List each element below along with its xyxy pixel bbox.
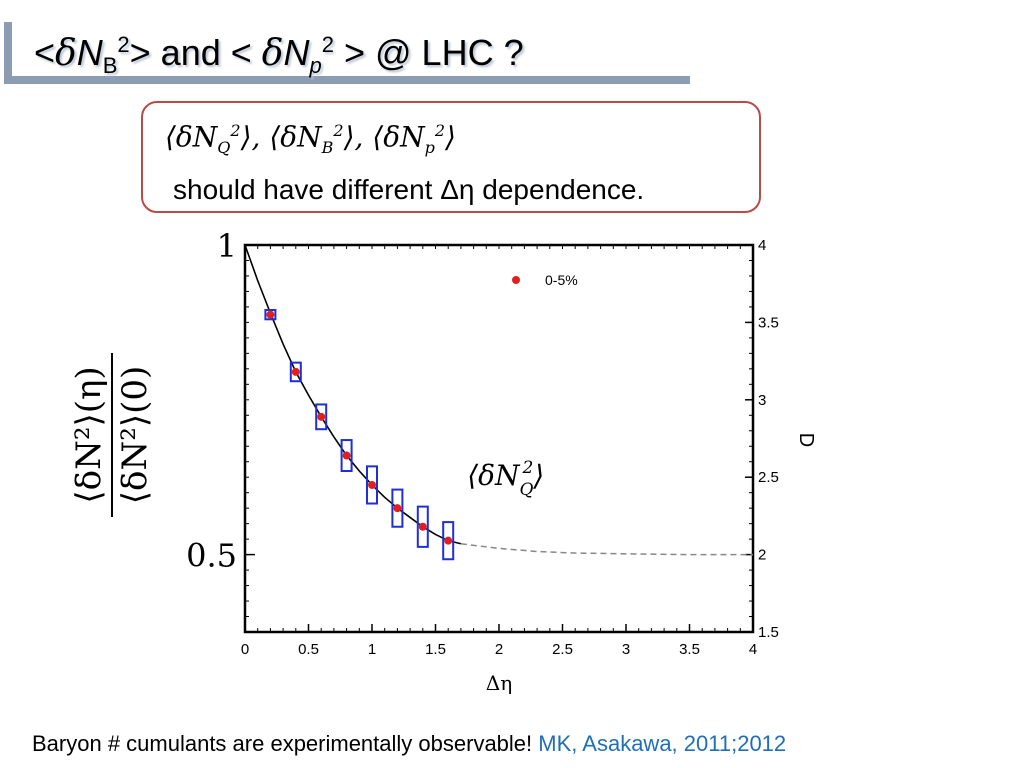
- math-part: Q: [217, 137, 231, 157]
- data-points: [264, 309, 455, 561]
- left-y-axis: 0.51: [186, 227, 255, 575]
- x-tick-label: 1: [368, 641, 376, 658]
- left-label-denominator: ⟨δN²⟩(0): [115, 366, 155, 505]
- fit-curves: [244, 244, 753, 556]
- y-right-tick-label: 4: [758, 237, 766, 254]
- error-box: [391, 488, 404, 528]
- math-part: ⟨δN: [165, 120, 218, 154]
- title-part: 2: [117, 32, 130, 57]
- annotation-text: ⟨δNQ2⟩: [467, 458, 544, 500]
- x-tick-label: 0: [241, 641, 249, 658]
- left-label-numerator: ⟨δN²⟩(η): [69, 366, 109, 503]
- x-tick-label: 3.5: [679, 641, 700, 658]
- error-box: [442, 521, 455, 561]
- data-point: [291, 367, 300, 376]
- left-y-axis-label: ⟨δN²⟩(η) ⟨δN²⟩(0): [69, 353, 155, 517]
- legend-marker: [512, 276, 520, 284]
- annotation-base: ⟨δN: [467, 459, 521, 492]
- y-right-tick-label: 1.5: [758, 624, 779, 641]
- math-part: p: [424, 137, 435, 157]
- x-axis-label: Δη: [486, 671, 512, 695]
- title-part: 2: [321, 32, 334, 57]
- math-part: 2: [434, 121, 446, 140]
- title-part: N: [76, 32, 103, 73]
- callout-math: ⟨δNQ2⟩, ⟨δNB2⟩, ⟨δNp2⟩: [165, 111, 456, 168]
- math-part: ⟩, ⟨δN: [343, 120, 425, 154]
- annotation-sup: 2: [521, 458, 533, 478]
- x-tick-label: 0.5: [298, 641, 319, 658]
- x-tick-label: 2: [495, 641, 503, 658]
- footer: Baryon # cumulants are experimentally ob…: [32, 730, 786, 758]
- fit-curve-dashed: [460, 543, 753, 556]
- data-point: [444, 536, 453, 545]
- data-point: [317, 412, 326, 421]
- title-part: p: [309, 53, 322, 79]
- math-part: 2: [333, 121, 344, 140]
- title-part: δ: [261, 33, 284, 74]
- title-part: N: [283, 32, 310, 73]
- y-left-tick-label: 1: [217, 227, 237, 265]
- chart: 0 0.5 1 1.5 2 2.5 3 3.5 4 1.522.533.54 0.51 0-5%…: [69, 227, 817, 695]
- reference-link[interactable]: MK, Asakawa, 2011;2012: [538, 731, 787, 756]
- math-part: ⟩, ⟨δN: [240, 120, 322, 154]
- right-y-axis: 1.5 2 2.5 3 3.5 4: [245, 237, 779, 641]
- title-underline: [4, 76, 690, 84]
- math-part: B: [321, 137, 334, 157]
- y-right-tick-label: 2: [758, 547, 766, 564]
- x-axis: 0 0.5 1 1.5 2 2.5 3 3.5 4: [241, 245, 757, 658]
- x-tick-label: 4: [749, 641, 757, 658]
- x-tick-label: 1.5: [425, 641, 446, 658]
- error-box: [289, 361, 302, 383]
- data-point: [418, 522, 427, 531]
- math-part: ⟩: [445, 120, 456, 154]
- data-point: [368, 480, 376, 489]
- annotation-close: ⟩: [532, 459, 544, 492]
- x-tick-label: 3: [622, 641, 630, 658]
- callout-box: ⟨δNQ2⟩, ⟨δNB2⟩, ⟨δNp2⟩ should have diffe…: [141, 101, 761, 213]
- slide-title: <δNB2> and < δNp2 > @ LHC ?: [34, 22, 524, 89]
- y-left-tick-label: 0.5: [186, 537, 237, 575]
- error-box: [416, 505, 429, 548]
- right-y-axis-label: D: [795, 433, 817, 447]
- title-part: <: [34, 32, 56, 73]
- title-part: > @ LHC ?: [333, 32, 524, 73]
- legend-label: 0-5%: [545, 272, 578, 288]
- plot-frame: [243, 243, 755, 634]
- data-point: [266, 310, 275, 319]
- title-accent-bar: [4, 22, 12, 84]
- error-box: [264, 309, 277, 321]
- data-point: [342, 451, 351, 460]
- y-right-tick-label: 2.5: [758, 469, 779, 486]
- error-box: [366, 465, 378, 505]
- error-box: [340, 439, 353, 473]
- error-box: [315, 403, 328, 431]
- footer-text: Baryon # cumulants are experimentally ob…: [32, 731, 533, 756]
- y-right-tick-label: 3.5: [758, 314, 779, 331]
- title-part: δ: [55, 33, 77, 74]
- y-right-tick-label: 3: [758, 392, 766, 409]
- data-point: [393, 504, 402, 513]
- math-part: 2: [230, 121, 241, 140]
- fit-curve-solid: [244, 244, 462, 545]
- callout-text: should have different Δη dependence.: [173, 174, 645, 205]
- annotation-sub: Q: [520, 480, 534, 500]
- annotation-dnq: ⟨δNQ2⟩: [467, 458, 544, 500]
- title-part: > and <: [129, 32, 262, 73]
- x-tick-label: 2.5: [552, 641, 573, 658]
- title-part: B: [102, 53, 118, 79]
